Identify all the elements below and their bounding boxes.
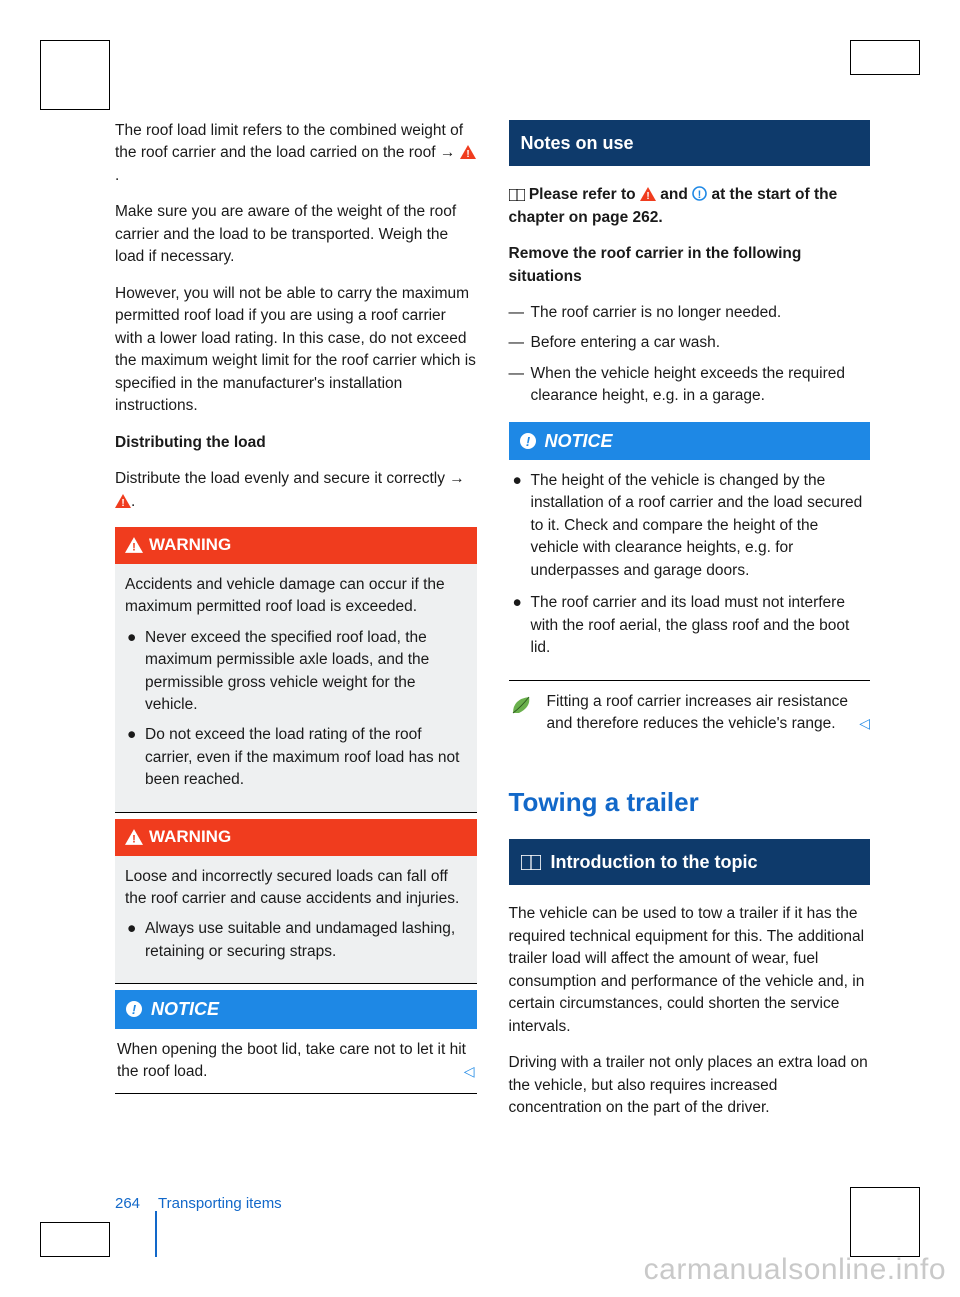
text: and [660,186,692,203]
warning-triangle-icon: ! [125,829,143,845]
svg-text:!: ! [525,434,530,449]
warning-triangle-icon: ! [460,145,476,159]
refer-line: Please refer to ! and ! at the start of … [509,184,871,229]
footer-section-title: Transporting items [158,1195,282,1212]
warning-header: ! WARNING [115,527,477,564]
notice-body: When opening the boot lid, take care not… [115,1029,477,1095]
book-icon [509,189,525,201]
svg-text:!: ! [646,191,649,201]
warning-body: Accidents and vehicle damage can occur i… [115,564,477,813]
svg-text:!: ! [132,542,136,553]
arrow-icon: → [449,470,465,487]
notice-text: When opening the boot lid, take care not… [117,1041,466,1080]
text: Distribute the load evenly and secure it… [115,470,449,487]
notice-exclaim-icon: ! [519,432,537,450]
page-footer: 264 Transporting items [115,1195,282,1212]
end-marker-icon: ◁ [464,1061,475,1081]
notice-label: NOTICE [151,996,219,1022]
eco-text: Fitting a roof carrier increases air res… [547,693,849,732]
text: . [131,493,135,510]
svg-text:!: ! [132,1002,137,1017]
subheading: Remove the roof carrier in the following… [509,243,871,288]
section-banner: Notes on use [509,120,871,166]
warning-text: Accidents and vehicle damage can occur i… [125,574,467,619]
list-item: Before entering a car wash. [509,332,871,354]
crop-mark [850,40,920,75]
arrow-icon: → [440,144,456,161]
body-text: Distribute the load evenly and secure it… [115,468,477,513]
notice-exclaim-icon: ! [125,1000,143,1018]
text: . [115,167,119,184]
warning-body: Loose and incorrectly secured loads can … [115,856,477,985]
dash-list: The roof carrier is no longer needed. Be… [509,302,871,408]
body-text: The vehicle can be used to tow a trailer… [509,903,871,1038]
section-banner: Introduction to the topic [509,839,871,885]
warning-label: WARNING [149,533,231,558]
banner-title: Introduction to the topic [551,849,758,875]
list-item: The roof carrier is no longer needed. [509,302,871,324]
list-item: Never exceed the specified roof load, th… [125,627,467,717]
list-item: The roof carrier and its load must not i… [511,592,869,659]
list-item: Always use suitable and undamaged lashin… [125,918,467,963]
page-number: 264 [115,1195,140,1212]
notice-header: ! NOTICE [115,990,477,1028]
svg-text:!: ! [698,189,702,201]
subheading: Distributing the load [115,432,477,454]
text: Please refer to [529,186,640,203]
body-text: The roof load limit refers to the combin… [115,120,477,187]
list-item: When the vehicle height exceeds the requ… [509,363,871,408]
notice-label: NOTICE [545,428,613,454]
info-circle-icon: ! [692,186,707,201]
chapter-heading: Towing a trailer [509,784,871,822]
left-column: The roof load limit refers to the combin… [115,120,477,1134]
notice-body: The height of the vehicle is changed by … [509,460,871,681]
footer-divider [155,1211,157,1257]
eco-note: Fitting a roof carrier increases air res… [509,691,871,736]
right-column: Notes on use Please refer to ! and ! at … [509,120,871,1134]
svg-text:!: ! [466,149,469,159]
page-content: The roof load limit refers to the combin… [115,120,870,1134]
body-text: However, you will not be able to carry t… [115,283,477,418]
notice-header: ! NOTICE [509,422,871,460]
leaf-icon [509,693,537,717]
crop-mark [40,40,110,110]
list-item: The height of the vehicle is changed by … [511,470,869,582]
watermark: carmanualsonline.info [644,1253,946,1287]
warning-triangle-icon: ! [125,537,143,553]
svg-text:!: ! [121,498,124,508]
body-text: Make sure you are aware of the weight of… [115,201,477,268]
list-item: Do not exceed the load rating of the roo… [125,724,467,791]
warning-label: WARNING [149,825,231,850]
crop-mark [40,1222,110,1257]
book-icon [521,855,541,870]
end-marker-icon: ◁ [859,713,870,733]
crop-mark [850,1187,920,1257]
warning-triangle-icon: ! [640,187,656,201]
text: The roof load limit refers to the combin… [115,122,463,161]
warning-header: ! WARNING [115,819,477,856]
banner-title: Notes on use [521,130,634,156]
warning-text: Loose and incorrectly secured loads can … [125,866,467,911]
warning-triangle-icon: ! [115,494,131,508]
body-text: Driving with a trailer not only places a… [509,1052,871,1119]
svg-text:!: ! [132,834,136,845]
